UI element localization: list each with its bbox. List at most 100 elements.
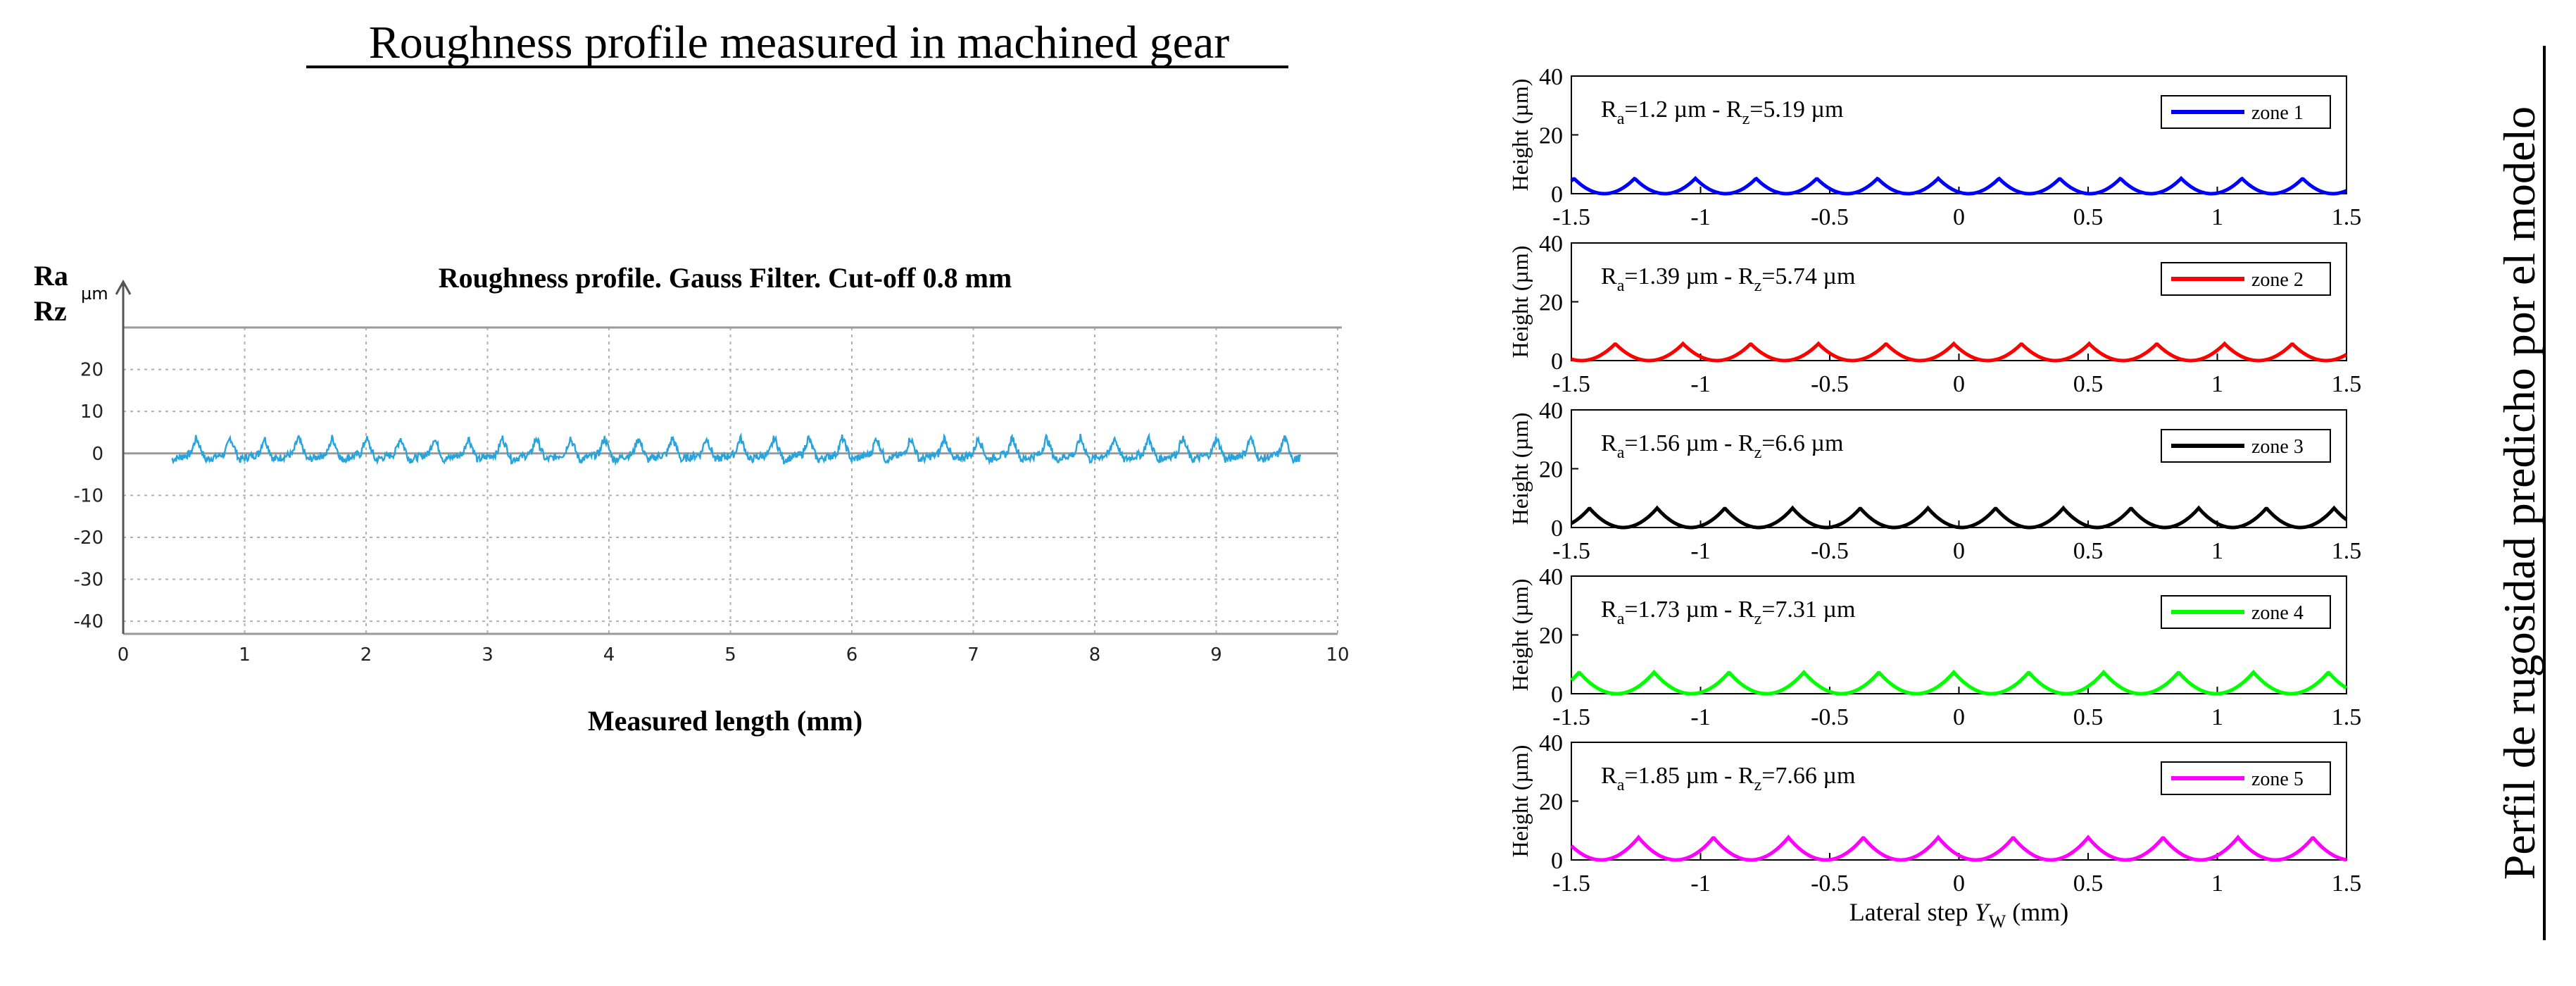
left-chart-ytick-label: -20 xyxy=(74,528,103,549)
left-chart-profile-line xyxy=(171,432,1302,466)
left-chart-ylabel-rz: Rz xyxy=(34,295,67,327)
zone-chart-xtick-label: -0.5 xyxy=(1811,538,1849,564)
left-chart-ytick-label: -30 xyxy=(74,570,103,591)
zone-chart-ytick-label: 0 xyxy=(1551,349,1563,375)
zone-chart-legend-label: zone 3 xyxy=(2251,436,2304,458)
zone-chart-ytick-label: 0 xyxy=(1551,848,1563,874)
left-chart-xtick-label: 8 xyxy=(1089,644,1101,666)
zone-chart-annotation: Ra=1.2 µm - Rz=5.19 µm xyxy=(1601,96,1843,128)
zone-chart-xtick-label: 1 xyxy=(2211,704,2223,730)
zone-chart-xtick-label: -1.5 xyxy=(1552,204,1590,230)
zone-chart-xtick-label: -1 xyxy=(1690,371,1710,397)
zone-chart-legend-label: zone 1 xyxy=(2251,102,2304,124)
right-vertical-title: Perfil de rugosidad predicho por el mode… xyxy=(2494,106,2544,880)
zone-chart-legend-label: zone 2 xyxy=(2251,269,2304,291)
zone-chart-legend-label: zone 5 xyxy=(2251,768,2304,790)
left-chart-xtick-label: 2 xyxy=(360,644,372,666)
zone-chart-ytick-label: 0 xyxy=(1551,682,1563,708)
zone-chart-xtick-label: -1 xyxy=(1690,870,1710,897)
zone-chart-ytick-label: 40 xyxy=(1539,231,1563,257)
zone-chart-xtick-label: -1 xyxy=(1690,538,1710,564)
zone-chart-xtick-label: 0.5 xyxy=(2073,204,2104,230)
left-chart-xtick-label: 6 xyxy=(846,644,858,666)
left-chart-xtick-label: 0 xyxy=(118,644,130,666)
zone-chart-ylabel: Height (µm) xyxy=(1507,79,1533,192)
zone-chart-ytick-label: 20 xyxy=(1539,623,1563,649)
left-chart-xtick-label: 3 xyxy=(482,644,494,666)
zone-chart-ytick-label: 40 xyxy=(1539,64,1563,90)
zone-chart-profile-line xyxy=(1570,505,2348,530)
zone-chart-xtick-label: 0.5 xyxy=(2073,538,2104,564)
zone-chart-ytick-label: 20 xyxy=(1539,290,1563,316)
zone-chart-xtick-label: -0.5 xyxy=(1811,204,1849,230)
zone-chart-xtick-label: -0.5 xyxy=(1811,870,1849,897)
zone-chart-xtick-label: -1.5 xyxy=(1552,538,1590,564)
zone-chart-xtick-label: -1.5 xyxy=(1552,371,1590,397)
zone-chart: 0 20 40 -1.5 -1 -0.5 0 0.5 1 1.5 Height (µm) Ra=1.7… xyxy=(1507,564,2361,730)
left-chart-xtick-label: 4 xyxy=(603,644,615,666)
left-chart-ytick-label: -10 xyxy=(74,485,103,506)
right-vertical-title-group: Perfil de rugosidad predicho por el mode… xyxy=(2494,46,2546,940)
zone-chart: 0 20 40 -1.5 -1 -0.5 0 0.5 1 1.5 Height (µm) Ra=1.5… xyxy=(1507,398,2361,564)
zone-chart-xtick-label: -1.5 xyxy=(1552,870,1590,897)
zone-chart-xtick-label: 1 xyxy=(2211,371,2223,397)
zone-chart-frame xyxy=(1571,75,2347,194)
zone-chart-xtick-label: -1 xyxy=(1690,204,1710,230)
zone-chart-profile-line xyxy=(1570,669,2348,696)
left-chart-y-axis-arrow xyxy=(115,279,132,295)
zone-chart-xtick-label: -0.5 xyxy=(1811,371,1849,397)
zone-chart-annotation: Ra=1.73 µm - Rz=7.31 µm xyxy=(1601,597,1855,628)
zone-chart-annotation: Ra=1.39 µm - Rz=5.74 µm xyxy=(1601,263,1855,295)
zone-chart-ytick-label: 40 xyxy=(1539,398,1563,424)
zone-chart-ylabel: Height (µm) xyxy=(1507,745,1533,858)
zone-chart: 0 20 40 -1.5 -1 -0.5 0 0.5 1 1.5 Height (µm) Ra=1.8… xyxy=(1507,730,2361,932)
left-chart-ytick-label: 10 xyxy=(80,401,103,423)
zone-chart-ytick-label: 20 xyxy=(1539,457,1563,483)
zone-chart-annotation: Ra=1.56 µm - Rz=6.6 µm xyxy=(1601,430,1843,462)
zone-chart-legend-box xyxy=(2161,95,2331,129)
zone-chart-xtick-label: 1 xyxy=(2211,538,2223,564)
zone-chart-xtick-label: 0 xyxy=(1953,704,1965,730)
zone-chart-ylabel: Height (µm) xyxy=(1507,579,1533,692)
zone-chart-annotation: Ra=1.85 µm - Rz=7.66 µm xyxy=(1601,763,1855,794)
left-chart-xtick-label: 1 xyxy=(239,644,251,666)
zone-chart-xtick-label: 0.5 xyxy=(2073,870,2104,897)
zone-chart-ytick-label: 0 xyxy=(1551,516,1563,542)
zone-chart-xtick-label: 1 xyxy=(2211,204,2223,230)
zone-chart-xtick-label: 0 xyxy=(1953,371,1965,397)
zone-chart-xtick-label: 1.5 xyxy=(2332,371,2362,397)
zone-chart-ylabel: Height (µm) xyxy=(1507,413,1533,525)
zone-chart: 0 20 40 -1.5 -1 -0.5 0 0.5 1 1.5 Height (µm) Ra=1.3… xyxy=(1507,231,2361,397)
zone-chart-xtick-label: 0 xyxy=(1953,204,1965,230)
left-chart-title: Roughness profile. Gauss Filter. Cut-off… xyxy=(439,262,1012,294)
zone-chart-xtick-label: 1.5 xyxy=(2332,870,2362,897)
left-chart: 20 10 0 -10 -20 -30 -40 0 1 2 3 4 5 6 7 8 9 10 xyxy=(74,279,1350,666)
left-chart-xtick-label: 10 xyxy=(1326,644,1349,666)
zone-chart-xtick-label: 1.5 xyxy=(2332,204,2362,230)
zone-chart-xtick-label: 1 xyxy=(2211,870,2223,897)
zone-chart-xtick-label: 0 xyxy=(1953,538,1965,564)
zone-chart-ytick-label: 20 xyxy=(1539,790,1563,816)
zone-chart-profile-line xyxy=(1570,835,2347,862)
zone-chart-xtick-label: 1.5 xyxy=(2332,538,2362,564)
zone-chart-ytick-label: 40 xyxy=(1539,564,1563,590)
zone-chart-xtick-label: 0 xyxy=(1953,870,1965,897)
left-chart-xlabel: Measured length (mm) xyxy=(588,705,862,737)
zone-chart-frame xyxy=(1571,242,2347,361)
zone-chart-ytick-label: 0 xyxy=(1551,182,1563,208)
left-chart-yunit: µm xyxy=(81,284,108,304)
left-chart-xtick-label: 9 xyxy=(1210,644,1222,666)
zone-chart: 0 20 40 -1.5 -1 -0.5 0 0.5 1 1.5 Height (µm) Ra=1.2… xyxy=(1507,64,2361,230)
zone-chart-xtick-label: -1.5 xyxy=(1552,704,1590,730)
zone-chart-ytick-label: 40 xyxy=(1539,730,1563,756)
zone-chart-profile-line xyxy=(1570,175,2347,196)
left-chart-ytick-label: 20 xyxy=(80,360,103,381)
zone-chart-xtick-label: -0.5 xyxy=(1811,704,1849,730)
zone-chart-frame xyxy=(1571,409,2347,528)
zone-chart-legend-label: zone 4 xyxy=(2251,602,2304,624)
left-chart-xtick-label: 7 xyxy=(967,644,979,666)
zone-chart-xtick-label: -1 xyxy=(1690,704,1710,730)
left-chart-xtick-label: 5 xyxy=(724,644,736,666)
